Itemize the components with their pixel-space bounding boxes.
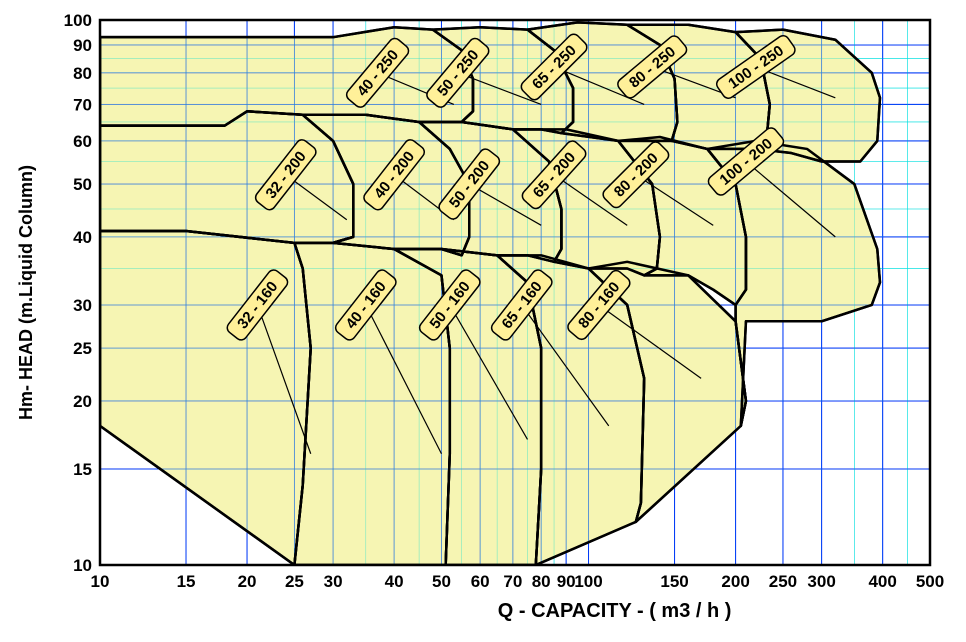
xtick-90: 90: [557, 572, 576, 591]
xtick-80: 80: [532, 572, 551, 591]
xtick-30: 30: [324, 572, 343, 591]
xtick-20: 20: [238, 572, 257, 591]
region-40-250: [100, 27, 473, 125]
xtick-300: 300: [807, 572, 835, 591]
xtick-150: 150: [660, 572, 688, 591]
xtick-50: 50: [432, 572, 451, 591]
ytick-60: 60: [73, 132, 92, 151]
pump-chart: 32 - 16040 - 16050 - 16065 - 16080 - 160…: [10, 10, 956, 632]
xtick-60: 60: [471, 572, 490, 591]
xtick-40: 40: [385, 572, 404, 591]
ytick-80: 80: [73, 64, 92, 83]
ytick-15: 15: [73, 460, 92, 479]
ytick-90: 90: [73, 36, 92, 55]
xtick-250: 250: [769, 572, 797, 591]
xtick-25: 25: [285, 572, 304, 591]
ytick-100: 100: [64, 11, 92, 30]
chart-svg: 32 - 16040 - 16050 - 16065 - 16080 - 160…: [10, 10, 956, 632]
xtick-10: 10: [91, 572, 110, 591]
ytick-10: 10: [73, 556, 92, 575]
xtick-70: 70: [503, 572, 522, 591]
ytick-25: 25: [73, 339, 92, 358]
ytick-40: 40: [73, 228, 92, 247]
ytick-30: 30: [73, 296, 92, 315]
ytick-50: 50: [73, 175, 92, 194]
xtick-500: 500: [916, 572, 944, 591]
xtick-400: 400: [868, 572, 896, 591]
y-axis-label: Hm- HEAD (m.Liquid Column): [16, 165, 36, 420]
region-32-200: [100, 111, 353, 243]
xtick-100: 100: [574, 572, 602, 591]
ytick-20: 20: [73, 392, 92, 411]
ytick-70: 70: [73, 95, 92, 114]
xtick-200: 200: [721, 572, 749, 591]
x-axis-label: Q - CAPACITY - ( m3 / h ): [498, 600, 732, 622]
xtick-15: 15: [177, 572, 196, 591]
